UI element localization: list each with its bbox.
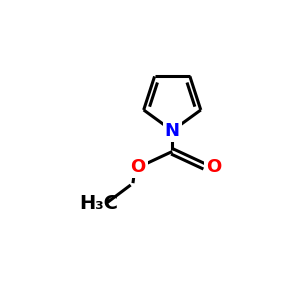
Text: N: N <box>165 122 180 140</box>
Text: O: O <box>206 158 221 175</box>
Text: H₃C: H₃C <box>79 194 118 213</box>
Text: O: O <box>130 158 146 175</box>
